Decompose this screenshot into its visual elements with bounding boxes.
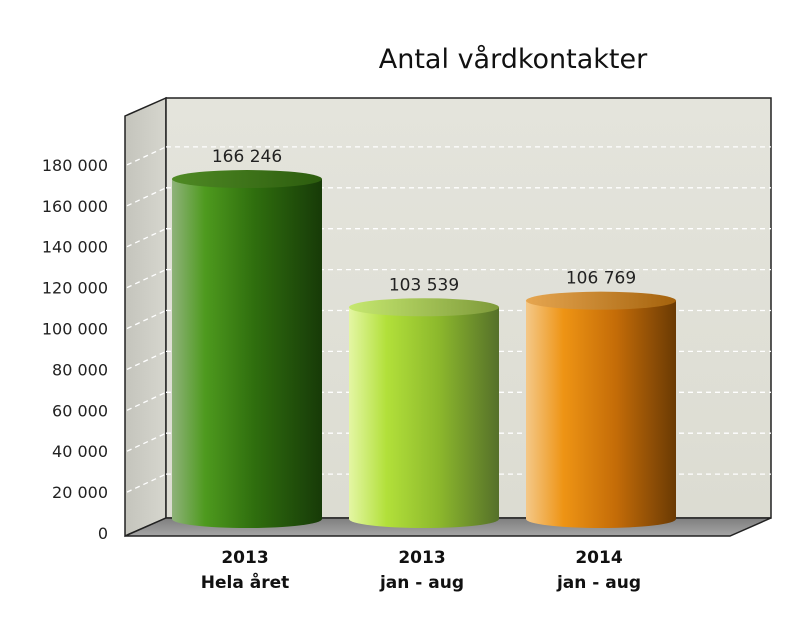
gridline-side [126,309,167,330]
gridline-side [126,391,167,411]
y-tick-label: 20 000 [52,483,108,502]
bar-top [172,170,322,189]
x-tick-label: 2013 [398,548,445,568]
bars: 166 246 103 539 106 769 [172,147,676,529]
bar: 106 769 [526,269,676,528]
y-tick-label: 100 000 [42,320,108,339]
bar: 103 539 [349,275,499,528]
gridline-side [126,228,167,248]
x-tick-label: jan - aug [379,573,464,593]
chart-title: Antal vårdkontakter [379,44,648,75]
gridline-side [126,146,167,166]
bar-body [349,307,499,528]
y-tick-label: 160 000 [42,197,108,216]
x-tick-label: 2013 [221,548,268,568]
x-tick-label: jan - aug [556,573,641,593]
x-tick-label: 2014 [575,548,622,568]
y-tick-label: 120 000 [42,279,108,298]
data-label: 103 539 [389,275,459,295]
y-tick-label: 60 000 [52,401,108,420]
y-tick-label: 0 [98,524,108,543]
bar: 166 246 [172,147,322,529]
gridline-side [126,187,167,207]
y-tick-label: 80 000 [52,360,108,379]
bar-body [526,300,676,528]
x-tick-label: Hela året [201,571,290,593]
gridline-side [126,350,167,370]
y-axis: 0 20 000 40 000 60 000 80 000 100 000 120 000 1… [42,156,108,543]
y-tick-label: 180 000 [42,156,108,175]
data-label: 166 246 [212,147,282,167]
bar-top [349,298,499,317]
bar-top [526,291,676,310]
gridline-side [126,432,167,452]
data-label: 106 769 [566,269,636,289]
x-axis: 2013 Hela året 2013 jan - aug 2014 jan - aug [201,548,641,593]
gridline-side [126,473,167,493]
y-tick-label: 140 000 [42,238,108,257]
y-tick-label: 40 000 [52,442,108,461]
gridline-side [126,269,167,289]
bar-body [172,179,322,529]
